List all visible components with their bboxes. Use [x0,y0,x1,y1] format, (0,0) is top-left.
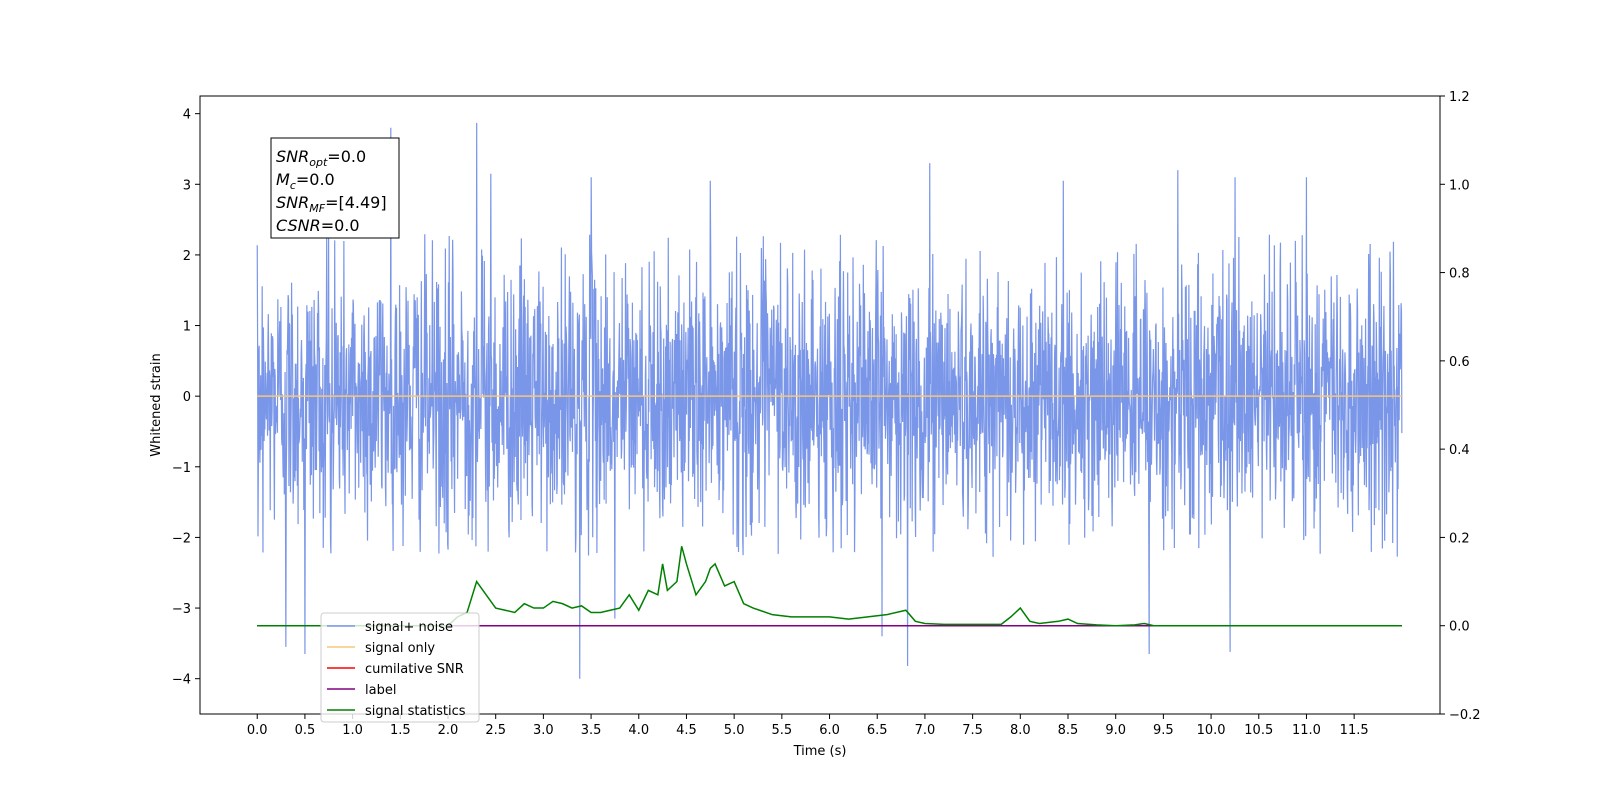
x-tick-label: 7.5 [962,723,983,738]
y-tick-label: 1 [183,320,191,335]
annotation-line: Mc=0.0 [276,170,335,192]
annotation-symbol: M [276,170,290,189]
y-tick-label: 4 [183,108,191,123]
y-tick-label: 3 [183,178,191,193]
x-tick-label: 9.0 [1105,723,1126,738]
x-tick-label: 11.0 [1292,723,1321,738]
x-tick-label: 0.0 [247,723,268,738]
annotation-value: =0.0 [327,147,366,166]
y-right-tick-label: 0.0 [1449,620,1470,635]
x-tick-label: 5.0 [724,723,745,738]
x-tick-label: 2.0 [438,723,459,738]
x-tick-label: 4.5 [676,723,697,738]
y-right-tick-label: 0.8 [1449,267,1470,282]
annotation-line: SNRopt=0.0 [276,147,366,169]
x-tick-label: 4.0 [628,723,649,738]
x-tick-label: 1.0 [342,723,363,738]
y-tick-label: −2 [172,531,191,546]
x-tick-label: 6.5 [867,723,888,738]
x-tick-label: 6.0 [819,723,840,738]
y-right-tick-label: 0.6 [1449,355,1470,370]
y-tick-label: 0 [183,390,191,405]
annotation-subscript: c [290,179,296,192]
series-line-signal-statistics [257,546,1402,627]
x-tick-label: 9.5 [1153,723,1174,738]
x-tick-label: 1.5 [390,723,411,738]
x-tick-label: 0.5 [295,723,316,738]
y-right-tick-label: 1.2 [1449,90,1470,105]
annotation-value: =0.0 [296,170,335,189]
axes-frame [199,95,1441,715]
x-tick-label: 10.0 [1197,723,1226,738]
y-right-tick-label: 1.0 [1449,178,1470,193]
y-right-tick-label: 0.4 [1449,443,1470,458]
x-tick-label: 11.5 [1340,723,1369,738]
y-axis-left: 4 3 2 1 0 −1 −2 −3 −4 [172,108,200,688]
annotation-value: =[4.49] [325,193,387,212]
x-axis-label: Time (s) [793,744,847,759]
y-right-tick-label: −0.2 [1449,708,1481,723]
x-tick-label: 8.0 [1010,723,1031,738]
annotation-subscript: opt [309,156,328,169]
x-tick-label: 7.0 [915,723,936,738]
legend-label: signal+ noise [365,620,453,635]
annotation-symbol: SNR [276,147,309,166]
x-tick-label: 5.5 [772,723,793,738]
annotation-frame [270,137,400,239]
y-right-tick-label: 0.2 [1449,531,1470,546]
legend-label: signal statistics [365,704,466,719]
annotation-symbol: CSNR [276,216,321,235]
x-tick-label: 2.5 [485,723,506,738]
annotation-subscript: MF [309,202,325,215]
annotation-symbol: SNR [276,193,309,212]
x-axis: 0.0 0.5 1.0 1.5 2.0 2.5 3.0 3.5 4.0 4.5 5.0 5.5 6.0 6… [247,714,1369,738]
annotation-line: CSNR=0.0 [276,216,360,235]
y-tick-label: −3 [172,602,191,617]
x-tick-label: 3.5 [581,723,602,738]
series-line-signal-noise [256,122,1403,679]
legend-frame [320,612,480,723]
y-axis-right: 1.2 1.0 0.8 0.6 0.4 0.2 0.0 −0.2 [1440,90,1481,723]
y-tick-label: −4 [172,673,191,688]
y-tick-label: 2 [183,249,191,264]
x-tick-label: 3.0 [533,723,554,738]
legend-label: label [365,683,396,698]
legend: signal+ noise signal only cumilative SNR la… [320,612,480,723]
annotation-line: SNRMF=[4.49] [276,193,387,215]
y-tick-label: −1 [172,461,191,476]
annotation-value: =0.0 [321,216,360,235]
legend-label: signal only [365,641,435,656]
x-tick-label: 10.5 [1244,723,1273,738]
legend-label: cumilative SNR [365,662,464,677]
x-tick-label: 8.5 [1058,723,1079,738]
y-axis-label: Whitened strain [149,353,164,456]
